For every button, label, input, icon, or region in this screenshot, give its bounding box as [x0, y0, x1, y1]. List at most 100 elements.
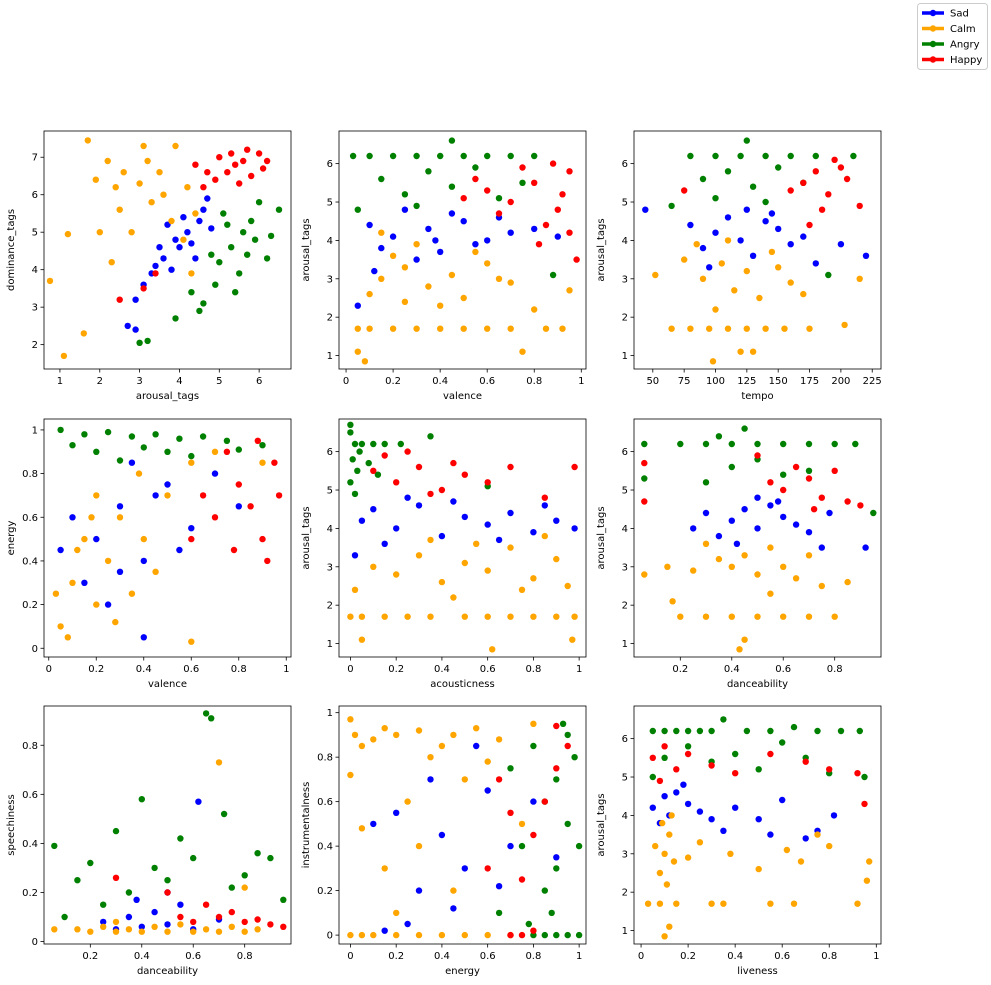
data-point — [731, 287, 738, 294]
data-point — [370, 736, 377, 743]
data-point — [787, 187, 794, 194]
data-point — [668, 325, 675, 332]
x-tick-label: 0 — [638, 951, 644, 962]
y-tick-label: 3 — [622, 274, 628, 285]
data-point — [518, 586, 526, 593]
data-point — [211, 514, 219, 521]
data-point — [495, 275, 503, 282]
y-tick-label: 3 — [32, 303, 38, 314]
legend-marker-sad — [929, 9, 937, 17]
data-point — [673, 789, 680, 796]
y-axis-label: arousal_tags — [596, 218, 607, 281]
data-point — [140, 444, 147, 451]
x-axis-label: valence — [148, 679, 187, 690]
series-happy — [370, 448, 578, 501]
x-tick-label: 175 — [800, 376, 819, 387]
y-tick-label: 3 — [327, 274, 333, 285]
data-point — [472, 241, 479, 248]
data-point — [749, 183, 757, 190]
y-tick-label: 3 — [622, 849, 628, 860]
data-point — [211, 470, 219, 477]
data-point — [401, 191, 409, 198]
data-point — [666, 831, 673, 838]
data-point — [724, 214, 732, 221]
data-point — [553, 722, 560, 730]
data-point — [358, 636, 366, 643]
data-point — [531, 179, 538, 186]
x-tick-label: 0 — [343, 376, 349, 387]
data-point — [437, 302, 444, 309]
data-point — [775, 225, 782, 233]
data-point — [489, 646, 496, 653]
x-axis-label: arousal_tags — [136, 391, 199, 402]
data-point — [347, 429, 354, 436]
data-point — [787, 279, 794, 286]
data-point — [460, 152, 467, 160]
data-point — [450, 498, 457, 505]
data-point — [805, 475, 813, 482]
data-point — [737, 348, 744, 355]
data-point — [448, 137, 456, 144]
data-point — [280, 923, 287, 930]
data-point — [93, 535, 100, 543]
data-point — [687, 221, 694, 229]
y-tick-label: 0.6 — [22, 790, 38, 801]
data-point — [530, 742, 537, 750]
data-point — [413, 256, 420, 263]
data-point — [196, 217, 203, 225]
data-point — [473, 725, 480, 732]
series-sad — [124, 195, 215, 333]
data-point — [199, 433, 207, 440]
legend-label-calm: Calm — [950, 24, 976, 35]
series-happy — [460, 160, 580, 263]
series-calm — [347, 532, 578, 653]
data-point — [530, 798, 537, 805]
data-point — [164, 889, 171, 896]
data-point — [361, 358, 369, 365]
data-point — [140, 557, 147, 565]
data-point — [247, 503, 254, 510]
data-point — [389, 252, 397, 259]
data-point — [177, 835, 184, 842]
data-point — [727, 850, 734, 857]
data-point — [841, 321, 848, 329]
data-point — [767, 590, 774, 597]
x-tick-label: 3 — [136, 376, 142, 387]
data-point — [484, 567, 491, 574]
data-point — [856, 275, 863, 282]
x-axis-label: danceability — [137, 966, 198, 977]
data-point — [100, 901, 107, 908]
data-point — [448, 271, 456, 279]
data-point — [438, 931, 446, 939]
data-point — [351, 490, 359, 498]
subplot-4: 0 0.2 0.4 0.6 0.8 1 0 0.2 0.4 0.6 0.8 1 valence energ… — [6, 418, 292, 690]
data-point — [244, 146, 251, 153]
data-point — [93, 492, 100, 499]
x-tick-label: 0.2 — [672, 664, 688, 675]
y-axis-label: energy — [6, 520, 17, 555]
data-point — [128, 459, 136, 466]
data-point — [46, 277, 54, 285]
data-point — [677, 440, 684, 448]
data-point — [644, 900, 652, 907]
x-tick-label: 225 — [863, 376, 882, 387]
data-point — [450, 905, 457, 912]
x-axis-label: energy — [445, 966, 480, 977]
data-point — [125, 913, 133, 921]
data-point — [484, 325, 491, 332]
data-point — [437, 325, 444, 332]
data-point — [715, 532, 723, 540]
data-point — [861, 800, 868, 808]
y-tick-label: 0.4 — [317, 842, 333, 853]
data-point — [724, 168, 732, 175]
data-point — [116, 457, 124, 464]
data-point — [220, 210, 227, 217]
data-point — [172, 315, 179, 322]
data-point — [188, 459, 195, 466]
data-point — [81, 579, 88, 586]
y-tick-label: 4 — [622, 524, 628, 535]
data-point — [259, 459, 266, 466]
series-calm — [46, 137, 199, 360]
data-point — [702, 440, 710, 448]
data-point — [525, 920, 532, 928]
